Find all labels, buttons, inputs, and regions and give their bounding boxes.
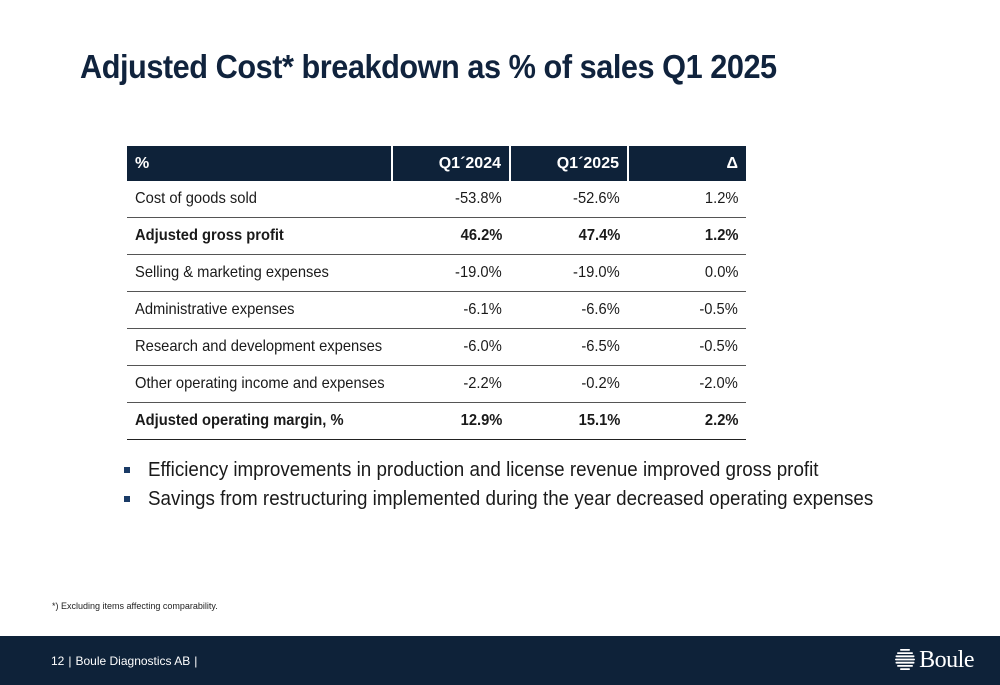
cell-q1-2025: -6.5%	[510, 328, 628, 366]
page-title: Adjusted Cost* breakdown as % of sales Q…	[80, 48, 777, 85]
cell-delta: 2.2%	[628, 402, 746, 440]
cell-delta: -0.5%	[628, 291, 746, 329]
cell-delta: 1.2%	[628, 217, 746, 255]
row-label: Adjusted gross profit	[127, 217, 392, 255]
cell-delta: 0.0%	[628, 254, 746, 292]
page-number: 12	[51, 654, 65, 668]
table-row: Other operating income and expenses -2.2…	[127, 365, 746, 403]
footer-bar: 12 | Boule Diagnostics AB | Boule	[0, 636, 1000, 685]
cell-q1-2024: -6.0%	[392, 328, 510, 366]
bullet-item: Efficiency improvements in production an…	[124, 456, 920, 485]
table-row: Adjusted operating margin, % 12.9% 15.1%…	[127, 402, 746, 440]
cell-delta: -0.5%	[628, 328, 746, 366]
bullet-list: Efficiency improvements in production an…	[124, 456, 920, 514]
table-row: Research and development expenses -6.0% …	[127, 328, 746, 366]
table-row: Selling & marketing expenses -19.0% -19.…	[127, 254, 746, 292]
row-label: Research and development expenses	[127, 328, 392, 366]
cell-q1-2025: -19.0%	[510, 254, 628, 292]
header-delta: Δ	[628, 146, 746, 181]
company-name: Boule Diagnostics AB	[75, 654, 191, 668]
cell-q1-2024: -6.1%	[392, 291, 510, 329]
row-label: Other operating income and expenses	[127, 365, 392, 403]
cell-q1-2025: 15.1%	[510, 402, 628, 440]
footer-separator: |	[194, 654, 198, 668]
header-q1-2024: Q1´2024	[392, 146, 511, 181]
cell-q1-2025: -0.2%	[510, 365, 628, 403]
cell-q1-2025: -52.6%	[510, 181, 628, 218]
table-row: Cost of goods sold -53.8% -52.6% 1.2%	[127, 181, 746, 218]
logo-wordmark: Boule	[919, 646, 974, 673]
header-percent: %	[127, 146, 393, 181]
cell-q1-2024: -2.2%	[392, 365, 510, 403]
row-label: Selling & marketing expenses	[127, 254, 392, 292]
boule-logo-icon	[895, 649, 916, 670]
cost-breakdown-table-wrapper: % Q1´2024 Q1´2025 Δ Cost of goods sold -…	[127, 146, 746, 440]
table-row: Adjusted gross profit 46.2% 47.4% 1.2%	[127, 217, 746, 255]
cost-breakdown-table: % Q1´2024 Q1´2025 Δ Cost of goods sold -…	[127, 146, 746, 440]
row-label: Cost of goods sold	[127, 181, 392, 218]
square-bullet-icon	[124, 467, 130, 473]
bullet-item: Savings from restructuring implemented d…	[124, 485, 920, 514]
square-bullet-icon	[124, 496, 130, 502]
cell-q1-2025: -6.6%	[510, 291, 628, 329]
cell-q1-2024: -53.8%	[392, 181, 510, 218]
footer-separator: |	[68, 654, 72, 668]
cell-q1-2024: -19.0%	[392, 254, 510, 292]
row-label: Adjusted operating margin, %	[127, 402, 392, 440]
cell-delta: 1.2%	[628, 181, 746, 218]
row-label: Administrative expenses	[127, 291, 392, 329]
cell-delta: -2.0%	[628, 365, 746, 403]
cell-q1-2025: 47.4%	[510, 217, 628, 255]
cell-q1-2024: 46.2%	[392, 217, 510, 255]
footnote: *) Excluding items affecting comparabili…	[52, 601, 218, 611]
cell-q1-2024: 12.9%	[392, 402, 510, 440]
table-header-row: % Q1´2024 Q1´2025 Δ	[127, 146, 746, 181]
boule-logo: Boule	[894, 646, 974, 674]
footer-info: 12 | Boule Diagnostics AB |	[51, 654, 201, 668]
header-q1-2025: Q1´2025	[510, 146, 629, 181]
table-row: Administrative expenses -6.1% -6.6% -0.5…	[127, 291, 746, 329]
